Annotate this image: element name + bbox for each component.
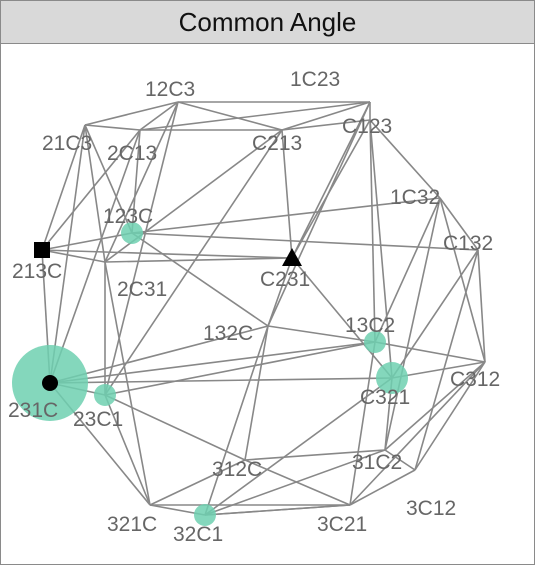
node-label-23C1: 23C1: [73, 408, 123, 431]
labels-layer: 12C3 1C23 21C3 2C13 C213 C123 1C32 123C C132 213C…: [8, 68, 500, 546]
node-label-32C1: 32C1: [173, 523, 223, 546]
node-label-C213: C213: [252, 132, 302, 155]
markers-layer: [34, 242, 302, 391]
edge-C213-C123: [281, 119, 371, 131]
edge-312C-31C2: [244, 449, 386, 461]
edge-C231-C321: [291, 257, 393, 379]
edges-layer: [41, 101, 486, 516]
node-label-31C2: 31C2: [352, 451, 402, 474]
edge-3C12-3C21: [349, 469, 416, 506]
edge-132C-312C: [244, 325, 269, 461]
edge-213C-C231: [41, 249, 293, 259]
edge-1C23-2C13: [139, 101, 371, 131]
node-label-13C2: 13C2: [345, 314, 395, 337]
edge-C132-C312: [477, 249, 486, 363]
node-label-123C: 123C: [103, 205, 153, 228]
edge-21C3-123C: [84, 124, 133, 234]
edge-12C3-C213: [177, 101, 283, 131]
marker-square-213C: [34, 242, 50, 258]
edge-32C1-31C2: [204, 449, 386, 516]
edge-2C31-C231: [104, 257, 293, 263]
node-label-231C: 231C: [8, 399, 58, 422]
highlight-123C: [121, 222, 143, 244]
highlight-32C1: [194, 504, 216, 526]
edge-C123-C231: [291, 119, 371, 259]
node-label-C312: C312: [450, 368, 500, 391]
edge-C132-3C12: [414, 249, 479, 471]
node-label-1C32: 1C32: [390, 186, 440, 209]
node-label-213C: 213C: [12, 260, 62, 283]
edge-213C-2C13: [41, 129, 141, 251]
highlight-C321: [376, 362, 408, 394]
node-label-C321: C321: [360, 386, 410, 409]
marker-circle-231C: [42, 375, 58, 391]
edge-C312-3C12: [414, 361, 486, 471]
node-label-132C: 132C: [203, 322, 253, 345]
node-label-C231: C231: [260, 268, 310, 291]
edge-C123-C321: [369, 119, 393, 379]
panel-header: Common Angle: [1, 1, 534, 44]
marker-triangle-C231: [282, 248, 302, 266]
edge-213C-21C3: [41, 124, 86, 251]
node-label-2C31: 2C31: [117, 278, 167, 301]
node-label-21C3: 21C3: [42, 132, 92, 155]
edge-C123-1C32: [369, 119, 441, 199]
edge-1C23-132C: [267, 101, 371, 327]
edge-123C-C132: [131, 232, 479, 251]
edge-C213-1C23: [281, 101, 371, 131]
edge-C213-C231: [281, 129, 293, 259]
edge-1C32-31C2: [384, 197, 441, 451]
edge-1C32-C132: [439, 197, 479, 251]
edge-32C1-C321: [204, 377, 393, 516]
edge-C132-C321: [391, 249, 479, 379]
node-label-3C21: 3C21: [317, 513, 367, 536]
edge-2C13-21C3: [84, 124, 141, 131]
edge-C213-23C1: [104, 129, 283, 396]
edge-2C13-123C: [131, 129, 141, 234]
edge-312C-3C21: [244, 459, 351, 506]
edge-13C2-C312: [374, 341, 486, 363]
edge-132C-13C2: [267, 325, 376, 343]
panel-title: Common Angle: [178, 6, 357, 37]
edge-321C-23C1: [104, 394, 151, 506]
edge-23C1-13C2: [104, 341, 376, 396]
highlight-23C1: [94, 384, 116, 406]
edge-1C32-C312: [439, 197, 486, 363]
edge-31C2-C312: [384, 361, 486, 451]
edge-13C2-3C21: [349, 341, 376, 506]
edge-312C-321C: [149, 459, 246, 506]
edge-3C21-32C1: [204, 504, 351, 516]
edge-231C-13C2: [49, 341, 376, 384]
edge-21C3-12C3: [84, 101, 179, 126]
edge-132C-32C1: [204, 325, 269, 516]
highlight-13C2: [364, 331, 386, 353]
node-label-321C: 321C: [107, 513, 157, 536]
edge-21C3-2C31: [84, 124, 106, 263]
edge-2C13-231C: [49, 129, 141, 384]
edge-123C-1C32: [131, 197, 441, 234]
node-label-C132: C132: [443, 232, 493, 255]
edge-1C23-C231: [291, 101, 371, 259]
edge-1C32-13C2: [374, 197, 441, 343]
edge-231C-C321: [49, 377, 393, 384]
node-label-312C: 312C: [212, 458, 262, 481]
edge-123C-132C: [131, 232, 269, 327]
edge-23C1-312C: [104, 394, 246, 461]
edge-21C3-231C: [49, 124, 86, 384]
node-label-C123: C123: [342, 115, 392, 138]
edge-2C31-321C: [104, 261, 151, 506]
edge-31C2-3C12: [384, 449, 416, 471]
edge-C312-3C21: [349, 361, 486, 506]
node-label-12C3: 12C3: [145, 78, 195, 101]
edge-C123-13C2: [369, 119, 376, 343]
node-label-3C12: 3C12: [406, 497, 456, 520]
edge-123C-213C: [41, 232, 133, 251]
edge-12C3-23C1: [104, 101, 179, 396]
node-label-2C13: 2C13: [107, 142, 157, 165]
edge-C231-132C: [267, 257, 293, 327]
edge-12C3-2C13: [139, 101, 179, 131]
node-label-1C23: 1C23: [290, 68, 340, 91]
